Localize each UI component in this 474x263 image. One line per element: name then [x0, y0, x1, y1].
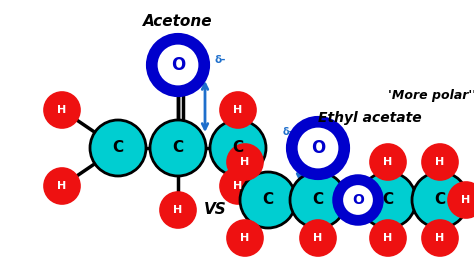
Circle shape — [44, 92, 80, 128]
Text: H: H — [57, 105, 67, 115]
Circle shape — [334, 176, 382, 224]
Text: H: H — [461, 195, 471, 205]
Text: H: H — [173, 205, 182, 215]
Text: O: O — [311, 139, 325, 157]
Circle shape — [370, 144, 406, 180]
Text: O: O — [171, 56, 185, 74]
Circle shape — [298, 128, 338, 168]
Circle shape — [148, 35, 208, 95]
Text: H: H — [57, 181, 67, 191]
Circle shape — [288, 118, 348, 178]
Circle shape — [160, 192, 196, 228]
Circle shape — [448, 182, 474, 218]
Text: H: H — [240, 157, 250, 167]
Text: Acetone: Acetone — [143, 14, 213, 29]
Text: O: O — [352, 193, 364, 207]
Text: δ-: δ- — [215, 55, 227, 65]
Text: H: H — [383, 157, 392, 167]
Text: C: C — [112, 140, 124, 155]
Text: C: C — [312, 193, 324, 208]
Circle shape — [44, 168, 80, 204]
Text: δ+: δ+ — [386, 180, 401, 190]
Circle shape — [227, 144, 263, 180]
Circle shape — [157, 45, 199, 85]
Text: C: C — [232, 140, 244, 155]
Text: C: C — [435, 193, 446, 208]
Text: H: H — [313, 233, 323, 243]
Text: H: H — [436, 233, 445, 243]
Text: C: C — [173, 140, 183, 155]
Circle shape — [300, 220, 336, 256]
Text: δ+: δ+ — [272, 180, 287, 190]
Text: Ethyl acetate: Ethyl acetate — [318, 111, 422, 125]
Circle shape — [90, 120, 146, 176]
Circle shape — [210, 120, 266, 176]
Circle shape — [422, 220, 458, 256]
Circle shape — [422, 144, 458, 180]
Text: H: H — [383, 233, 392, 243]
Text: C: C — [383, 193, 393, 208]
Text: δ+: δ+ — [210, 135, 226, 145]
Text: 'More polar'': 'More polar'' — [388, 89, 474, 102]
Text: H: H — [233, 105, 243, 115]
Text: C: C — [263, 193, 273, 208]
Circle shape — [370, 220, 406, 256]
Text: H: H — [233, 181, 243, 191]
Text: δ-: δ- — [283, 127, 293, 137]
Text: H: H — [240, 233, 250, 243]
Text: H: H — [436, 157, 445, 167]
Circle shape — [220, 92, 256, 128]
Circle shape — [412, 172, 468, 228]
Circle shape — [240, 172, 296, 228]
Text: VS: VS — [204, 203, 227, 218]
Circle shape — [360, 172, 416, 228]
Circle shape — [290, 172, 346, 228]
Circle shape — [220, 168, 256, 204]
Circle shape — [343, 185, 373, 215]
Circle shape — [150, 120, 206, 176]
Circle shape — [227, 220, 263, 256]
Text: δ-: δ- — [345, 180, 356, 190]
